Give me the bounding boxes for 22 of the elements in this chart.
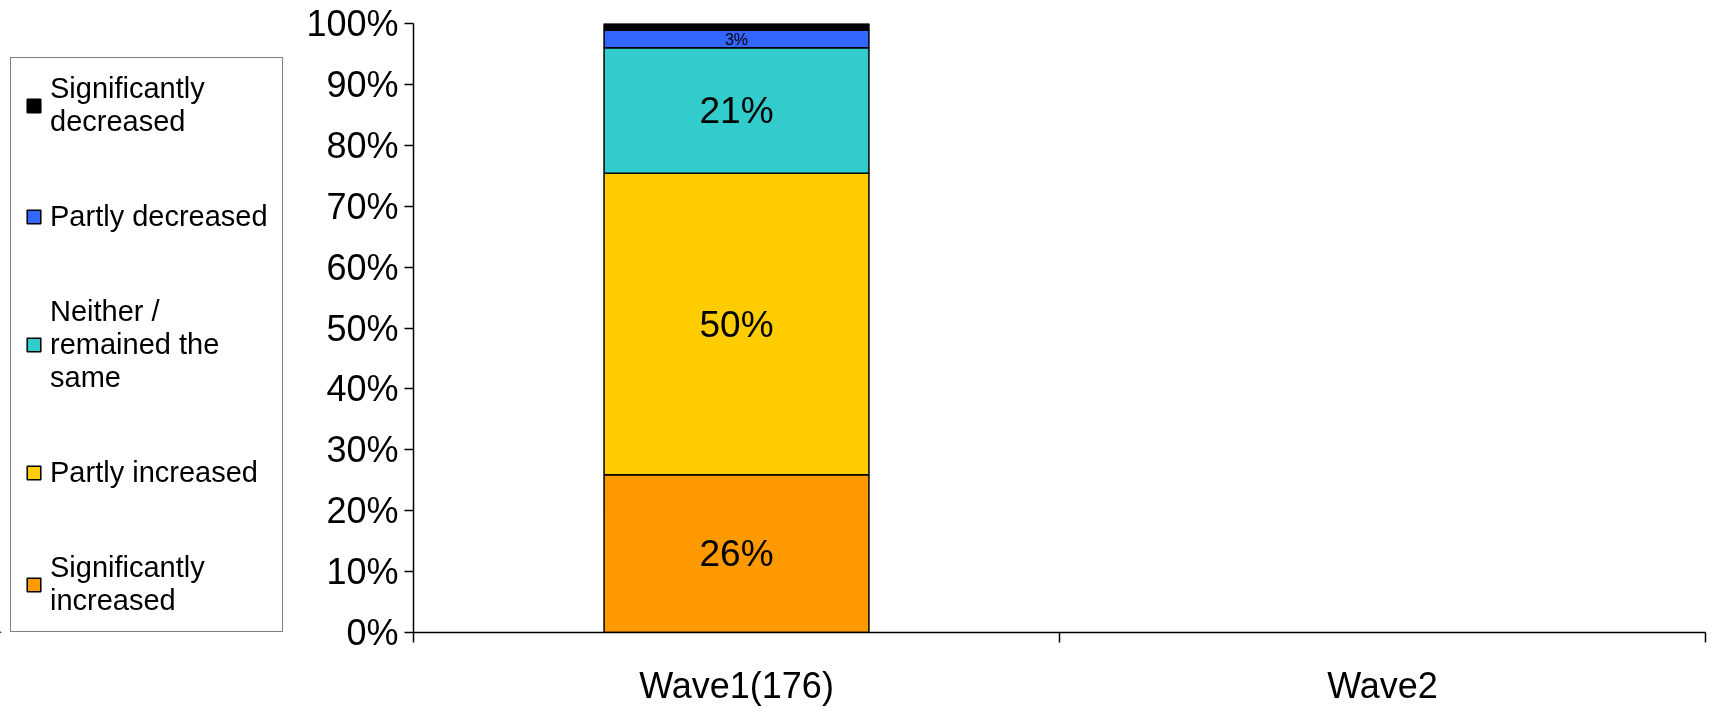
legend-label: Partly increased	[50, 456, 258, 489]
y-tick-label: 60%	[326, 246, 399, 288]
y-tick-label: 30%	[326, 429, 399, 471]
y-tick-label: 80%	[326, 124, 399, 166]
data-label: 26%	[699, 533, 774, 575]
data-label: 21%	[699, 90, 774, 132]
x-tick-label: Wave1(176)	[639, 664, 834, 706]
legend-label: Significantly decreased	[50, 72, 205, 138]
y-tick-label: 0%	[346, 612, 399, 653]
y-tick-label: 100%	[306, 3, 399, 44]
y-tick-label: 70%	[326, 185, 399, 227]
legend-label: Partly decreased	[50, 200, 268, 233]
y-tick-label: 10%	[326, 551, 399, 593]
y-tick-label: 40%	[326, 368, 399, 410]
legend-label: Neither / remained the same	[50, 295, 220, 394]
legend-label: Significantly increased	[50, 551, 205, 617]
y-tick-label: 90%	[326, 63, 399, 105]
x-tick-label: Wave2	[1327, 664, 1438, 706]
data-label: 3%	[724, 30, 749, 48]
data-label: 50%	[699, 303, 774, 345]
y-tick-label: 20%	[326, 490, 399, 532]
y-tick-label: 50%	[326, 307, 399, 349]
